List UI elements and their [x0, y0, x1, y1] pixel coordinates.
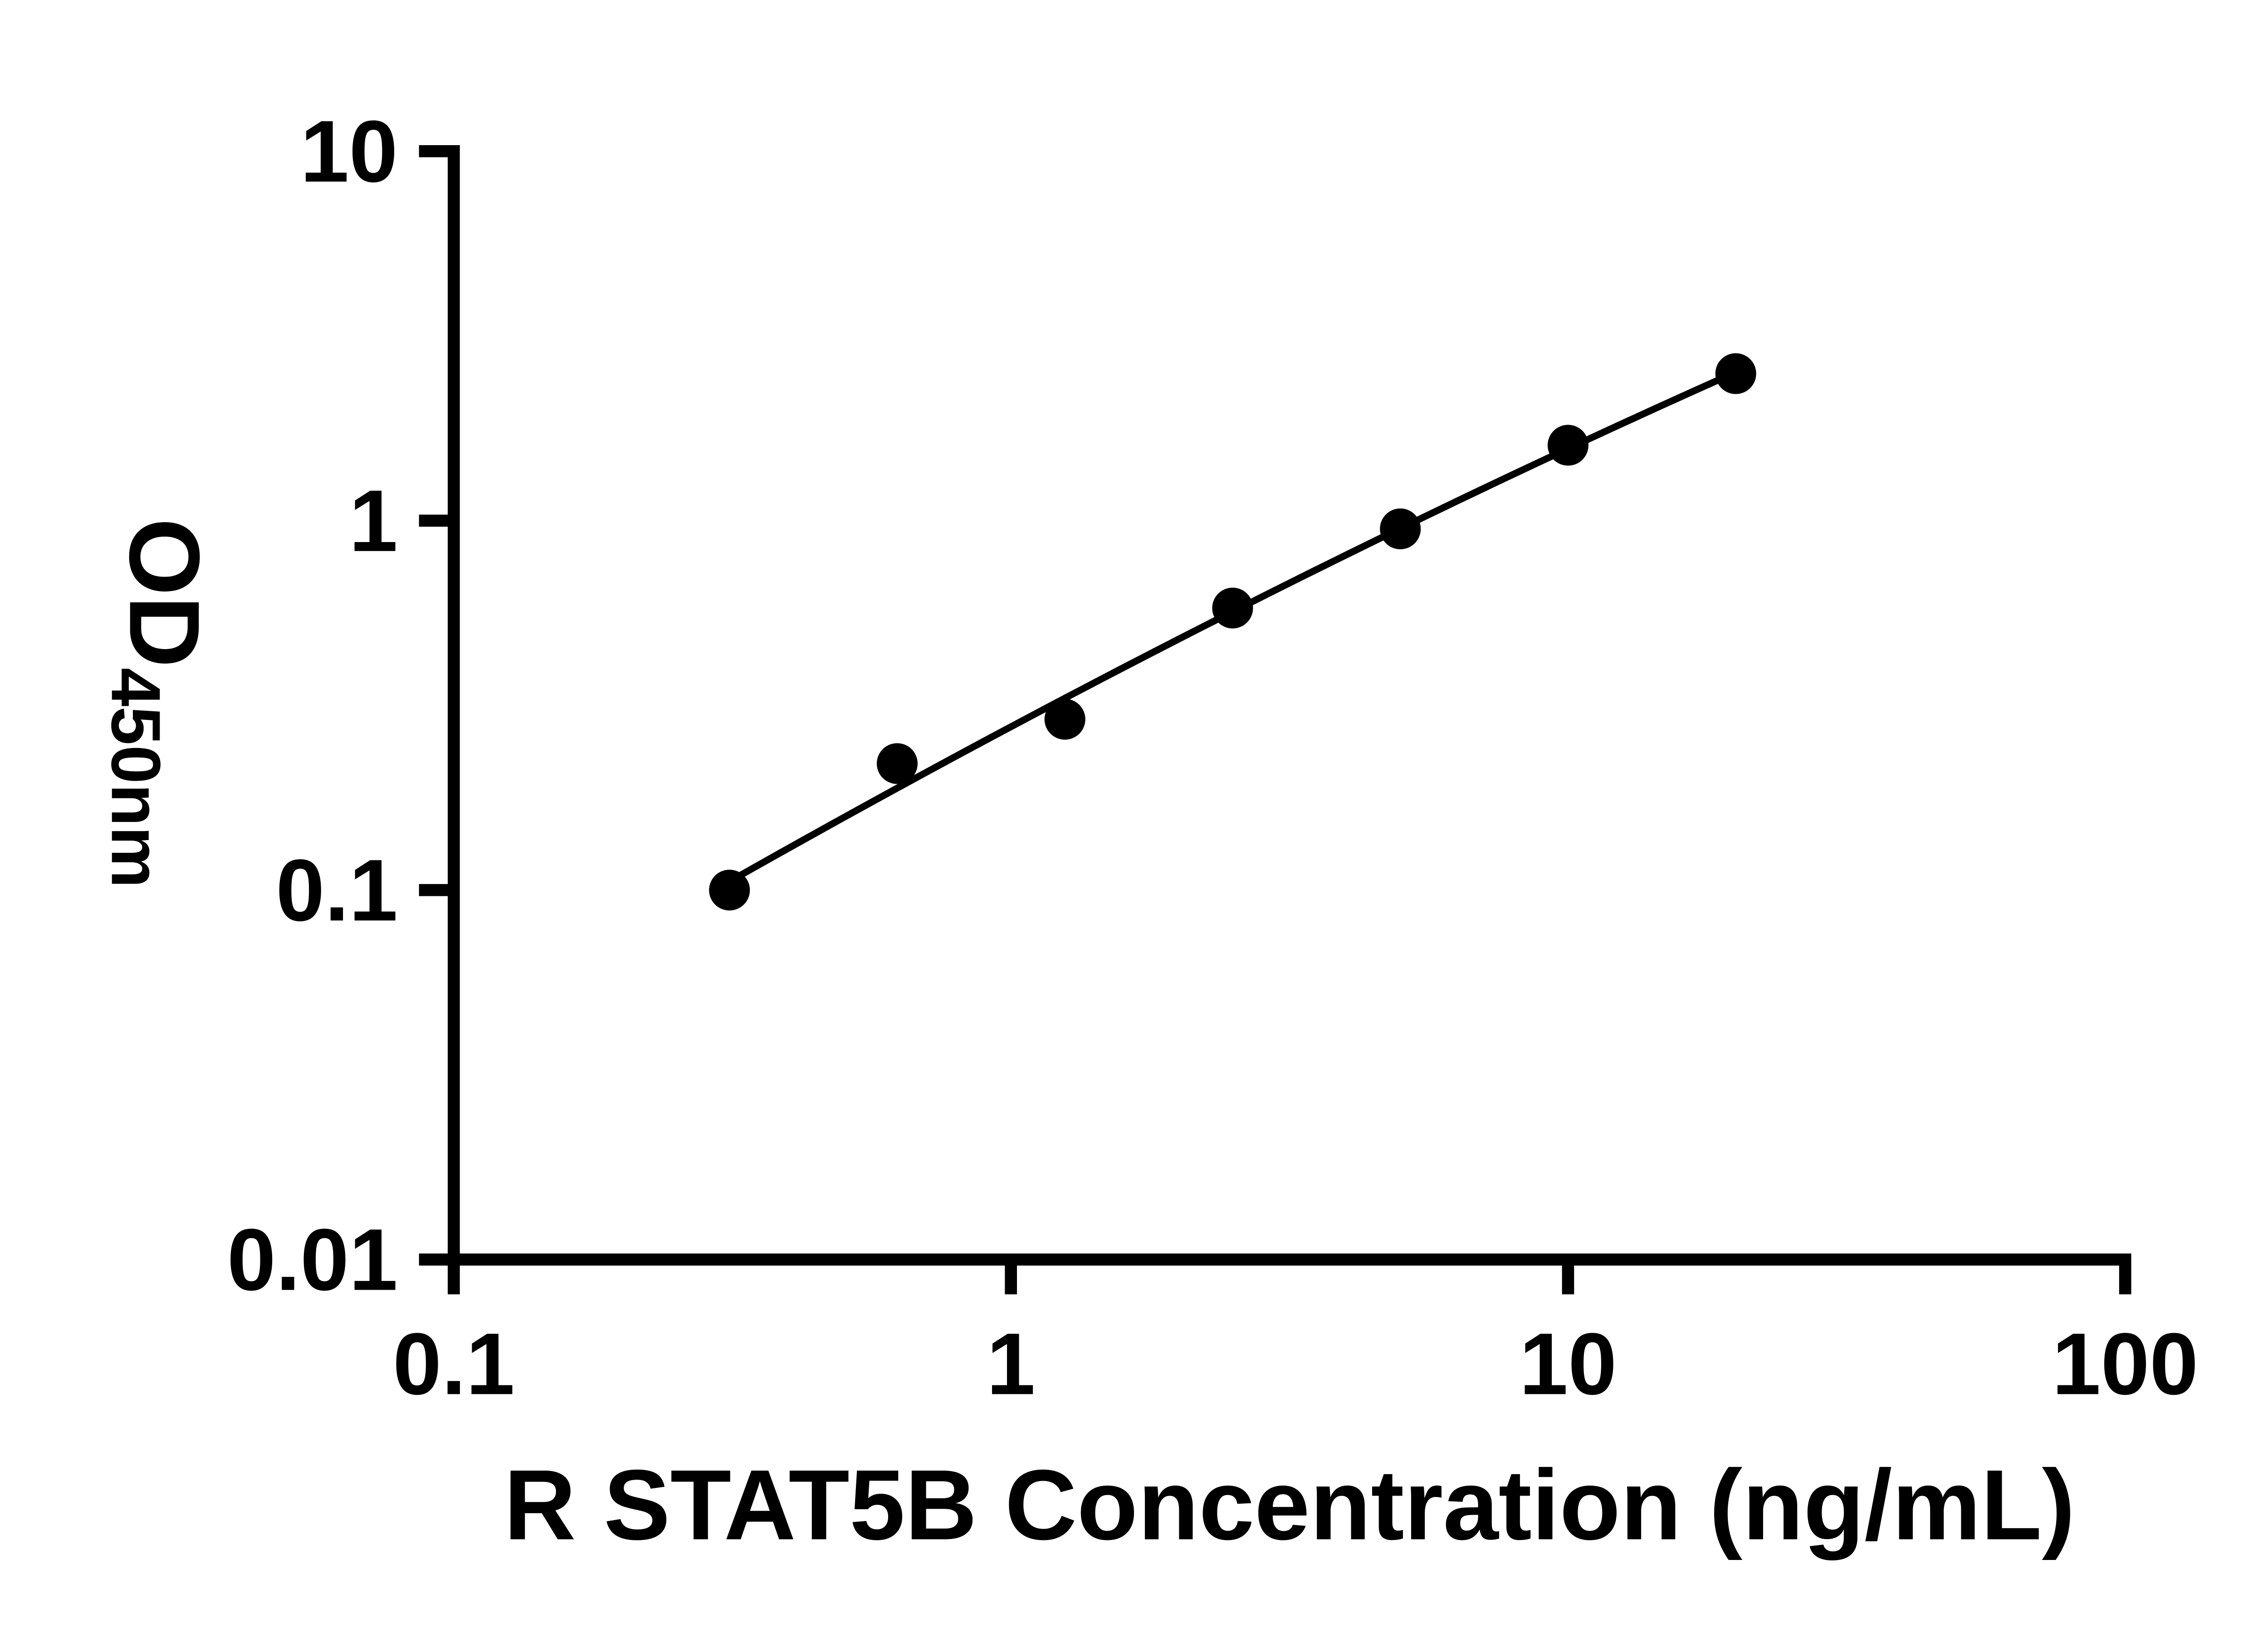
y-tick-label: 0.1 — [276, 841, 398, 939]
x-tick-label: 1 — [987, 1315, 1036, 1413]
data-point — [876, 743, 918, 784]
x-tick-label: 10 — [1519, 1315, 1617, 1413]
x-tick-label: 100 — [2052, 1315, 2199, 1413]
data-point — [709, 870, 750, 911]
data-point — [1212, 587, 1253, 629]
y-axis-title: OD450nm — [97, 518, 220, 888]
x-tick-label: 0.1 — [393, 1315, 515, 1413]
x-axis-title: R STAT5B Concentration (ng/mL) — [504, 1449, 2075, 1560]
y-tick-label: 1 — [349, 472, 398, 570]
data-point — [1547, 425, 1589, 466]
y-tick-label: 0.01 — [227, 1211, 398, 1309]
data-point — [1715, 353, 1756, 394]
data-point — [1380, 508, 1421, 549]
y-tick-label: 10 — [300, 102, 398, 200]
data-point — [1044, 699, 1085, 740]
